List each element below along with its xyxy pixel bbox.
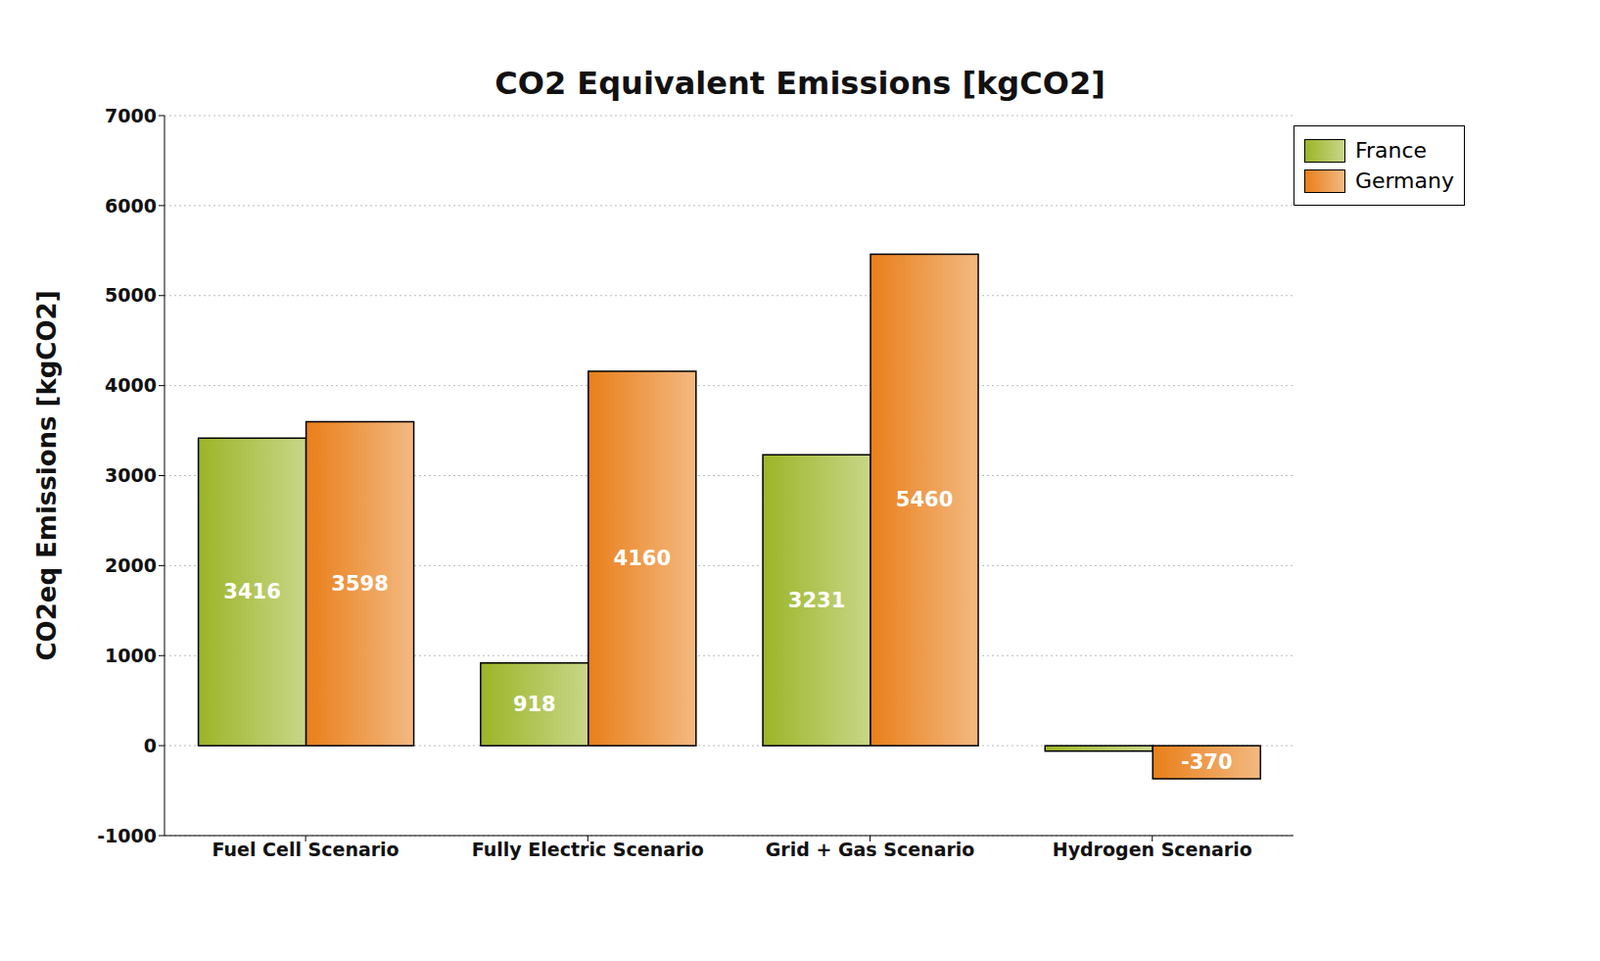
svg-text:Fuel Cell Scenario: Fuel Cell Scenario	[212, 838, 400, 860]
svg-text:0: 0	[143, 734, 157, 756]
svg-text:-1000: -1000	[96, 824, 157, 847]
html-text:France: France	[1355, 138, 1427, 163]
svg-text:4000: 4000	[104, 374, 157, 396]
svg-text:Grid + Gas Scenario: Grid + Gas Scenario	[765, 838, 976, 860]
svg-text:CO2eq Emissions [kgCO2]: CO2eq Emissions [kgCO2]	[32, 289, 62, 660]
svg-text:-370: -370	[1180, 750, 1233, 774]
svg-text:Hydrogen Scenario: Hydrogen Scenario	[1052, 838, 1253, 860]
svg-text:1000: 1000	[104, 644, 157, 666]
svg-text:7000: 7000	[104, 104, 157, 127]
svg-text:918: 918	[513, 692, 557, 716]
svg-text:3231: 3231	[788, 588, 846, 612]
svg-text:5000: 5000	[104, 283, 157, 306]
svg-text:3416: 3416	[223, 579, 281, 604]
svg-text:Fully Electric Scenario: Fully Electric Scenario	[471, 838, 705, 860]
svg-text:2000: 2000	[104, 554, 157, 576]
svg-text:6000: 6000	[104, 194, 157, 217]
html-text:CO2 Equivalent Emissions [kgCO: CO2 Equivalent Emissions [kgCO2]	[494, 64, 1106, 102]
svg-text:3000: 3000	[104, 464, 157, 486]
html-text:Germany: Germany	[1355, 168, 1455, 193]
svg-text:4160: 4160	[613, 546, 671, 570]
svg-text:5460: 5460	[895, 487, 953, 512]
svg-text:3598: 3598	[330, 571, 388, 596]
